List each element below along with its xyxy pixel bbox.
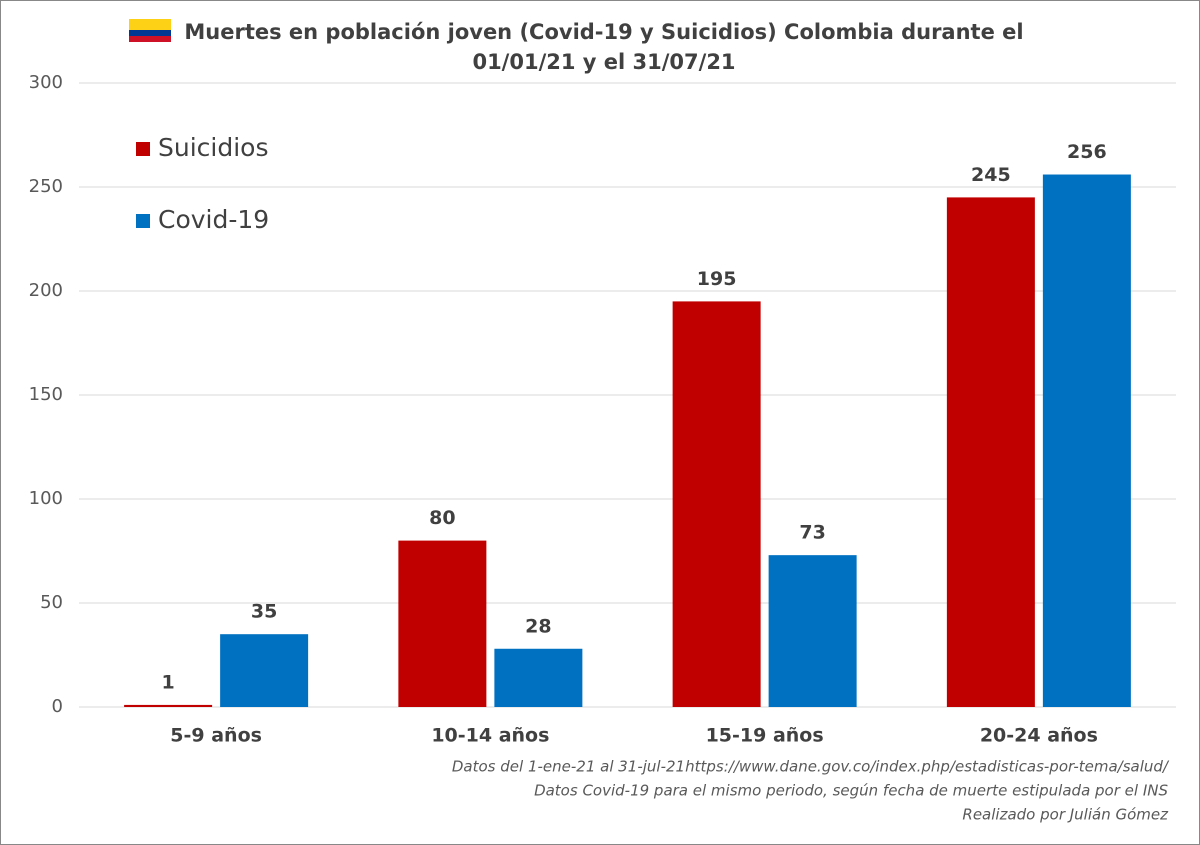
legend-label: Suicidios — [158, 133, 269, 162]
bar — [220, 634, 309, 707]
y-tick-label: 200 — [29, 280, 63, 301]
value-label: 195 — [697, 268, 737, 290]
x-tick-label: 15-19 años — [706, 725, 824, 747]
footnote: Datos Covid-19 para el mismo periodo, se… — [534, 782, 1168, 800]
value-label: 28 — [525, 615, 551, 637]
footnote: Datos del 1-ene-21 al 31-jul-21https://w… — [452, 758, 1170, 776]
y-tick-label: 250 — [29, 176, 63, 197]
bar — [946, 197, 1035, 707]
value-label: 1 — [162, 671, 175, 693]
bar — [768, 555, 857, 707]
x-tick-label: 20-24 años — [980, 725, 1098, 747]
x-tick-label: 5-9 años — [170, 725, 262, 747]
value-label: 245 — [971, 164, 1011, 186]
value-label: 73 — [799, 522, 825, 544]
y-tick-label: 300 — [29, 72, 63, 93]
bar — [672, 301, 761, 707]
bar — [398, 540, 487, 707]
legend-label: Covid-19 — [158, 205, 269, 234]
y-tick-label: 50 — [40, 592, 63, 613]
x-tick-label: 10-14 años — [431, 725, 549, 747]
footnote: Realizado por Julián Gómez — [962, 806, 1169, 824]
value-label: 256 — [1067, 141, 1107, 163]
value-label: 80 — [429, 507, 455, 529]
y-tick-label: 150 — [29, 384, 63, 405]
bar — [124, 704, 213, 707]
y-tick-label: 0 — [52, 696, 63, 717]
legend-swatch — [136, 214, 150, 228]
bar — [1042, 174, 1131, 707]
legend-swatch — [136, 142, 150, 156]
bar — [494, 648, 583, 707]
chart-title: Muertes en población joven (Covid-19 y S… — [184, 20, 1024, 74]
y-tick-label: 100 — [29, 488, 63, 509]
flag — [129, 19, 171, 42]
value-label: 35 — [251, 601, 277, 623]
